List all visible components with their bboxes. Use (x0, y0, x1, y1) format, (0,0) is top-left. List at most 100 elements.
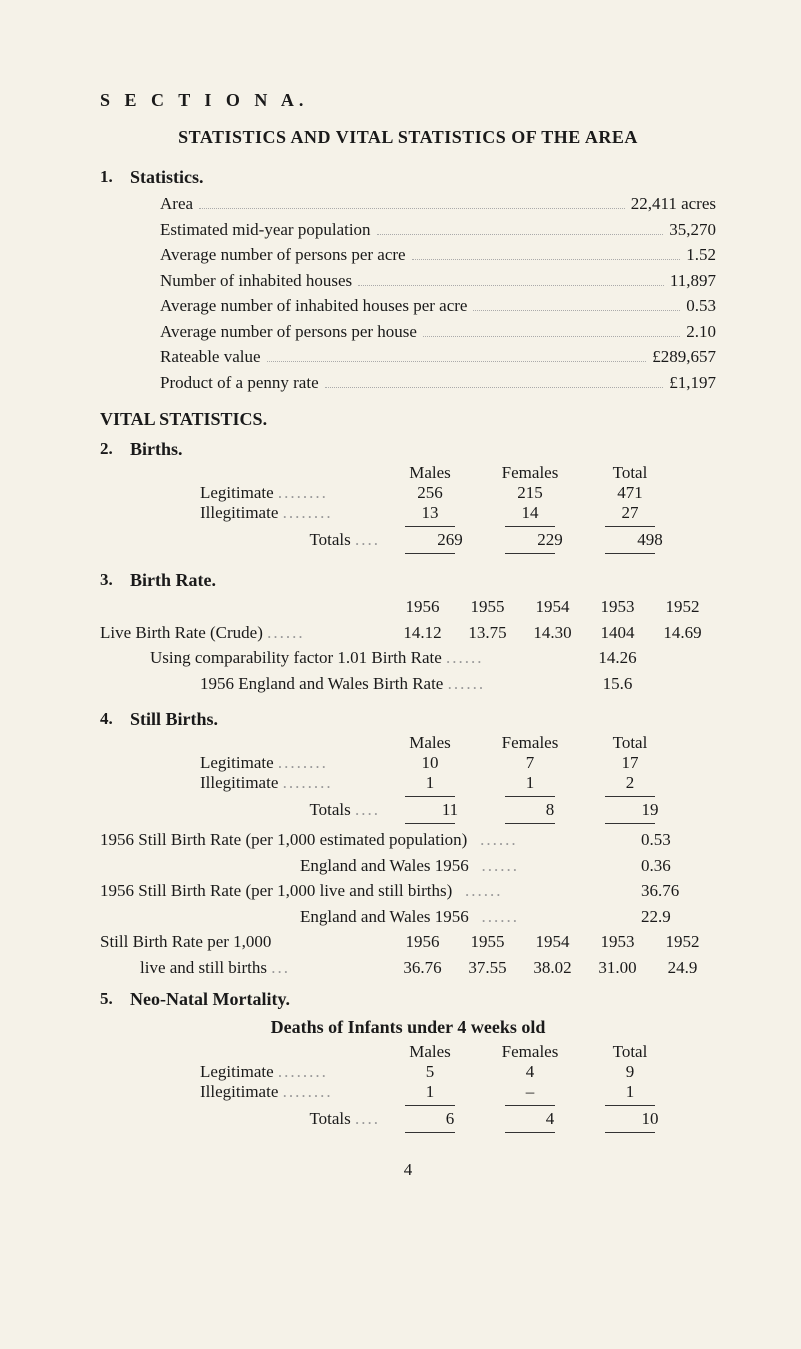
table-row: Illegitimate ........1–1 (200, 1082, 716, 1102)
line-value: 0.36 (641, 853, 716, 879)
stat-value: 2.10 (686, 319, 716, 345)
still-birth-rate-lines: 1956 Still Birth Rate (per 1,000 estimat… (100, 827, 716, 929)
year-header: 1954 (520, 594, 585, 620)
table-row-label: Illegitimate ........ (200, 1082, 380, 1102)
stat-row: Product of a penny rate£1,197 (160, 370, 716, 396)
still-birth-rate-line: 1956 Still Birth Rate (per 1,000 live an… (100, 878, 716, 904)
table-cell: 498 (600, 530, 700, 550)
line-text: 1956 Still Birth Rate (per 1,000 live an… (100, 878, 641, 904)
table-header-spacer (200, 463, 380, 483)
table-cell: – (480, 1082, 580, 1102)
table-cell: 14.30 (520, 620, 585, 646)
table-cell: 229 (500, 530, 600, 550)
statistics-heading: Statistics. (130, 164, 204, 191)
births-heading: Births. (130, 436, 183, 463)
table-cell: 7 (480, 753, 580, 773)
table-row: Illegitimate ........131427 (200, 503, 716, 523)
table-row-label: Legitimate ........ (200, 483, 380, 503)
table-column-header: Total (580, 733, 680, 753)
year-header: 1955 (455, 929, 520, 955)
stat-row: Area22,411 acres (160, 191, 716, 217)
stat-value: £289,657 (652, 344, 716, 370)
year-header: 1953 (585, 594, 650, 620)
table-cell: 471 (580, 483, 680, 503)
table-cell: 31.00 (585, 955, 650, 981)
table-cell: 4 (480, 1062, 580, 1082)
table-cell: 1 (380, 773, 480, 793)
table-rule-row (200, 793, 716, 800)
stat-row: Estimated mid-year population35,270 (160, 217, 716, 243)
still-birth-rate-line: England and Wales 1956 ......0.36 (100, 853, 716, 879)
table-cell: 19 (600, 800, 700, 820)
table-totals-row: Totals ....11819 (200, 800, 716, 820)
table-cell: 14 (480, 503, 580, 523)
line-value: 22.9 (641, 904, 716, 930)
stat-label: Estimated mid-year population (160, 217, 371, 243)
table-cell: 269 (400, 530, 500, 550)
stat-value: 22,411 acres (631, 191, 716, 217)
table-cell: 1 (480, 773, 580, 793)
comparability-label: Using comparability factor 1.01 Birth Ra… (100, 645, 585, 671)
table-cell: 14.69 (650, 620, 715, 646)
leader-dots (199, 208, 625, 209)
item-number-4: 4. (100, 706, 130, 733)
stat-value: 11,897 (670, 268, 716, 294)
still-birth-rate-line: 1956 Still Birth Rate (per 1,000 estimat… (100, 827, 716, 853)
still-births-heading: Still Births. (130, 706, 218, 733)
table-row-label: Illegitimate ........ (200, 773, 380, 793)
table-cell: 215 (480, 483, 580, 503)
neo-natal-subheading: Deaths of Infants under 4 weeks old (100, 1017, 716, 1038)
table-row: Illegitimate ........112 (200, 773, 716, 793)
comparability-row: Using comparability factor 1.01 Birth Ra… (100, 645, 716, 671)
year-header: 1953 (585, 929, 650, 955)
table-cell: 5 (380, 1062, 480, 1082)
year-header-row: 19561955195419531952 (100, 594, 716, 620)
leader-dots (358, 285, 664, 286)
year-header: 1952 (650, 929, 715, 955)
section-label: S E C T I O N A. (100, 90, 716, 111)
births-table: MalesFemalesTotalLegitimate ........2562… (200, 463, 716, 557)
table-cell: 9 (580, 1062, 680, 1082)
table-cell: 27 (580, 503, 680, 523)
page-number: 4 (100, 1160, 716, 1180)
sbr-year-label: Still Birth Rate per 1,000 (100, 929, 390, 955)
stat-label: Average number of inhabited houses per a… (160, 293, 467, 319)
leader-dots (325, 387, 664, 388)
table-totals-label: Totals .... (200, 800, 400, 820)
table-cell: 17 (580, 753, 680, 773)
table-cell: 256 (380, 483, 480, 503)
stat-label: Average number of persons per house (160, 319, 417, 345)
table-cell: 14.12 (390, 620, 455, 646)
table-column-header: Females (480, 463, 580, 483)
table-totals-row: Totals ....6410 (200, 1109, 716, 1129)
table-cell: 24.9 (650, 955, 715, 981)
table-cell: 38.02 (520, 955, 585, 981)
item-number-2: 2. (100, 436, 130, 463)
table-totals-label: Totals .... (200, 530, 400, 550)
table-header-spacer (200, 733, 380, 753)
line-value: 36.76 (641, 878, 716, 904)
leader-dots (473, 310, 680, 311)
table-column-header: Females (480, 1042, 580, 1062)
still-births-table: MalesFemalesTotalLegitimate ........1071… (200, 733, 716, 827)
table-cell: 10 (380, 753, 480, 773)
line-value: 0.53 (641, 827, 716, 853)
england-wales-row: 1956 England and Wales Birth Rate ......… (100, 671, 716, 697)
stat-label: Number of inhabited houses (160, 268, 352, 294)
neo-natal-table: MalesFemalesTotalLegitimate ........549I… (200, 1042, 716, 1136)
table-rule-row (200, 1129, 716, 1136)
table-row-label: Illegitimate ........ (200, 503, 380, 523)
year-header: 1956 (390, 929, 455, 955)
item-number-3: 3. (100, 567, 130, 594)
line-text: England and Wales 1956 ...... (100, 904, 641, 930)
table-column-header: Males (380, 463, 480, 483)
table-row: Legitimate ........10717 (200, 753, 716, 773)
stat-label: Rateable value (160, 344, 261, 370)
stat-value: £1,197 (669, 370, 716, 396)
still-birth-rate-line: England and Wales 1956 ......22.9 (100, 904, 716, 930)
live-birth-rate-label: Live Birth Rate (Crude) ...... (100, 620, 390, 646)
leader-dots (423, 336, 680, 337)
table-header-spacer (200, 1042, 380, 1062)
table-column-header: Males (380, 1042, 480, 1062)
year-header: 1954 (520, 929, 585, 955)
